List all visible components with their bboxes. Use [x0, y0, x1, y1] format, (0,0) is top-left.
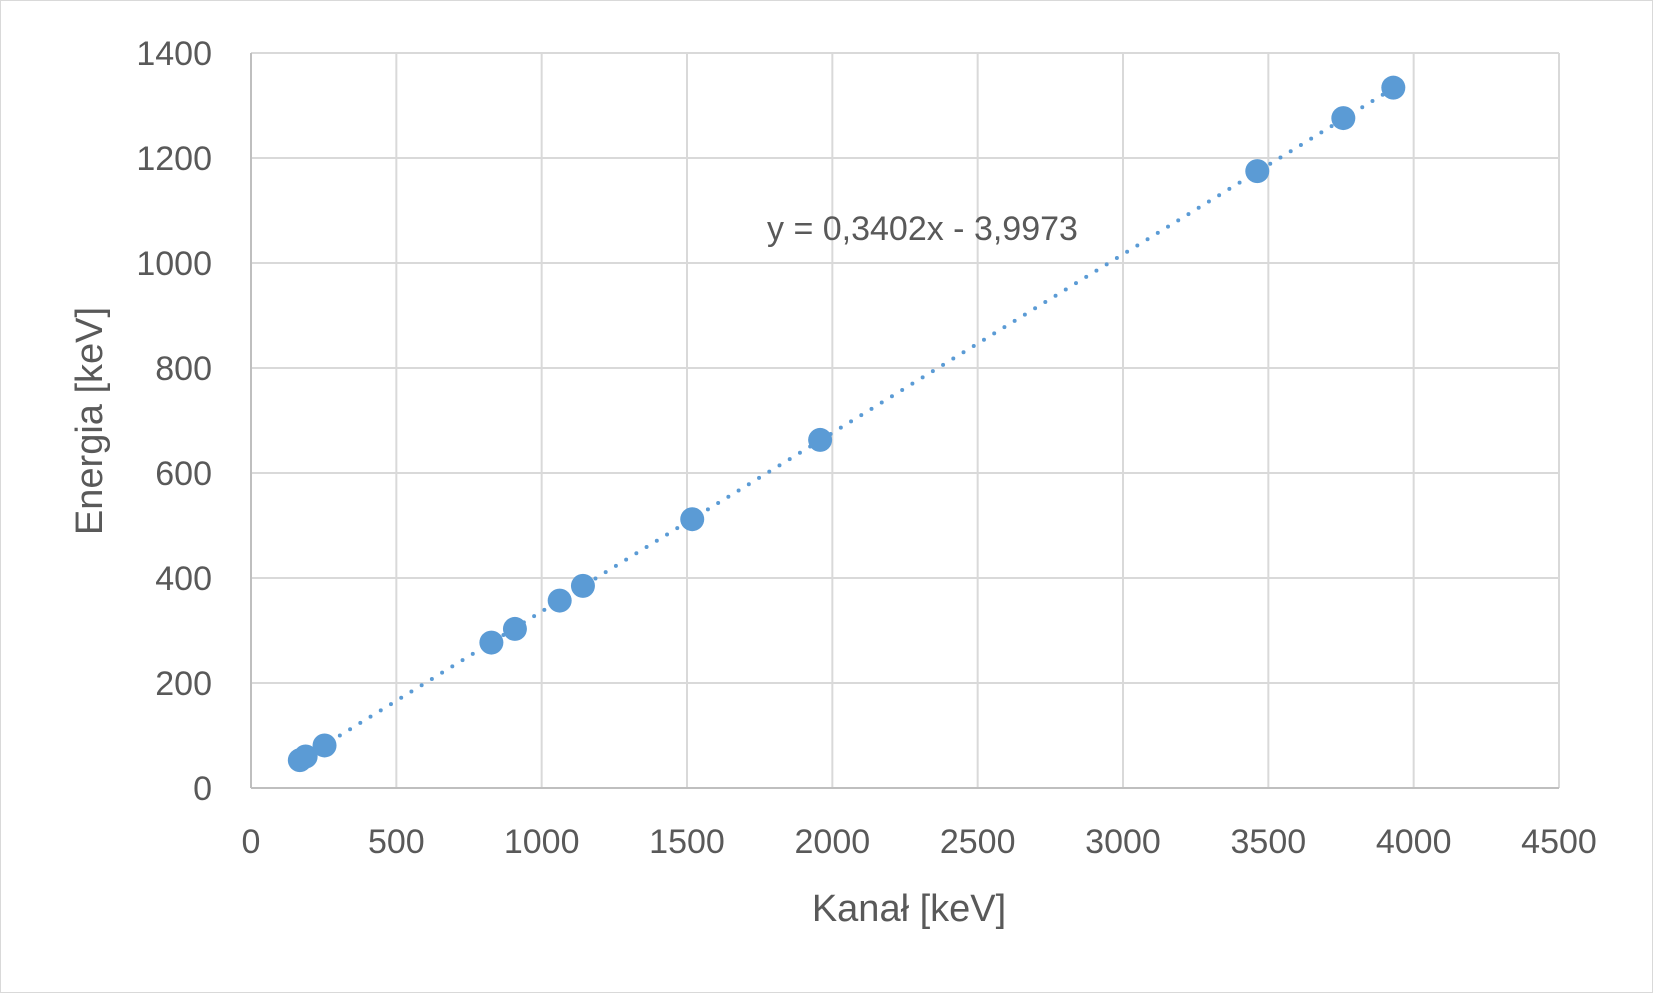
x-tick-label: 0 — [242, 823, 261, 861]
y-tick-labels: 0 200 400 600 800 1000 1200 1400 — [136, 35, 212, 808]
y-tick-label: 1200 — [136, 140, 212, 178]
y-tick-label: 600 — [155, 455, 212, 493]
x-tick-label: 500 — [368, 823, 425, 861]
data-point — [502, 616, 527, 641]
data-point — [680, 507, 705, 532]
y-tick-label: 0 — [193, 770, 212, 808]
y-tick-label: 800 — [155, 350, 212, 388]
x-tick-label: 3500 — [1231, 823, 1307, 861]
data-point — [293, 744, 318, 769]
x-tick-label: 4000 — [1376, 823, 1452, 861]
y-tick-label: 200 — [155, 665, 212, 703]
x-tick-label: 1500 — [649, 823, 725, 861]
axes — [250, 53, 1559, 789]
data-point — [1331, 106, 1356, 131]
trendline — [296, 86, 1396, 763]
data-point — [808, 427, 833, 452]
x-axis-title: Kanał [keV] — [812, 888, 1006, 930]
y-tick-label: 1400 — [136, 35, 212, 73]
gridlines — [251, 52, 1560, 788]
x-tick-label: 2000 — [795, 823, 871, 861]
data-point — [547, 588, 572, 613]
data-point — [312, 733, 337, 758]
data-point — [570, 573, 595, 598]
y-axis-title: Energia [keV] — [69, 307, 111, 535]
x-tick-label: 3000 — [1085, 823, 1161, 861]
trendline-line — [296, 86, 1396, 763]
x-tick-label: 4500 — [1521, 823, 1597, 861]
y-tick-label: 1000 — [136, 245, 212, 283]
x-tick-label: 1000 — [504, 823, 580, 861]
x-tick-label: 2500 — [940, 823, 1016, 861]
data-point — [1245, 159, 1270, 184]
data-point — [1381, 75, 1406, 100]
y-tick-label: 400 — [155, 560, 212, 598]
data-points — [287, 75, 1406, 773]
trendline-equation: y = 0,3402x - 3,9973 — [767, 210, 1078, 248]
data-point — [479, 630, 504, 655]
x-tick-labels: 0 500 1000 1500 2000 2500 3000 3500 4000 4500 — [242, 823, 1597, 861]
